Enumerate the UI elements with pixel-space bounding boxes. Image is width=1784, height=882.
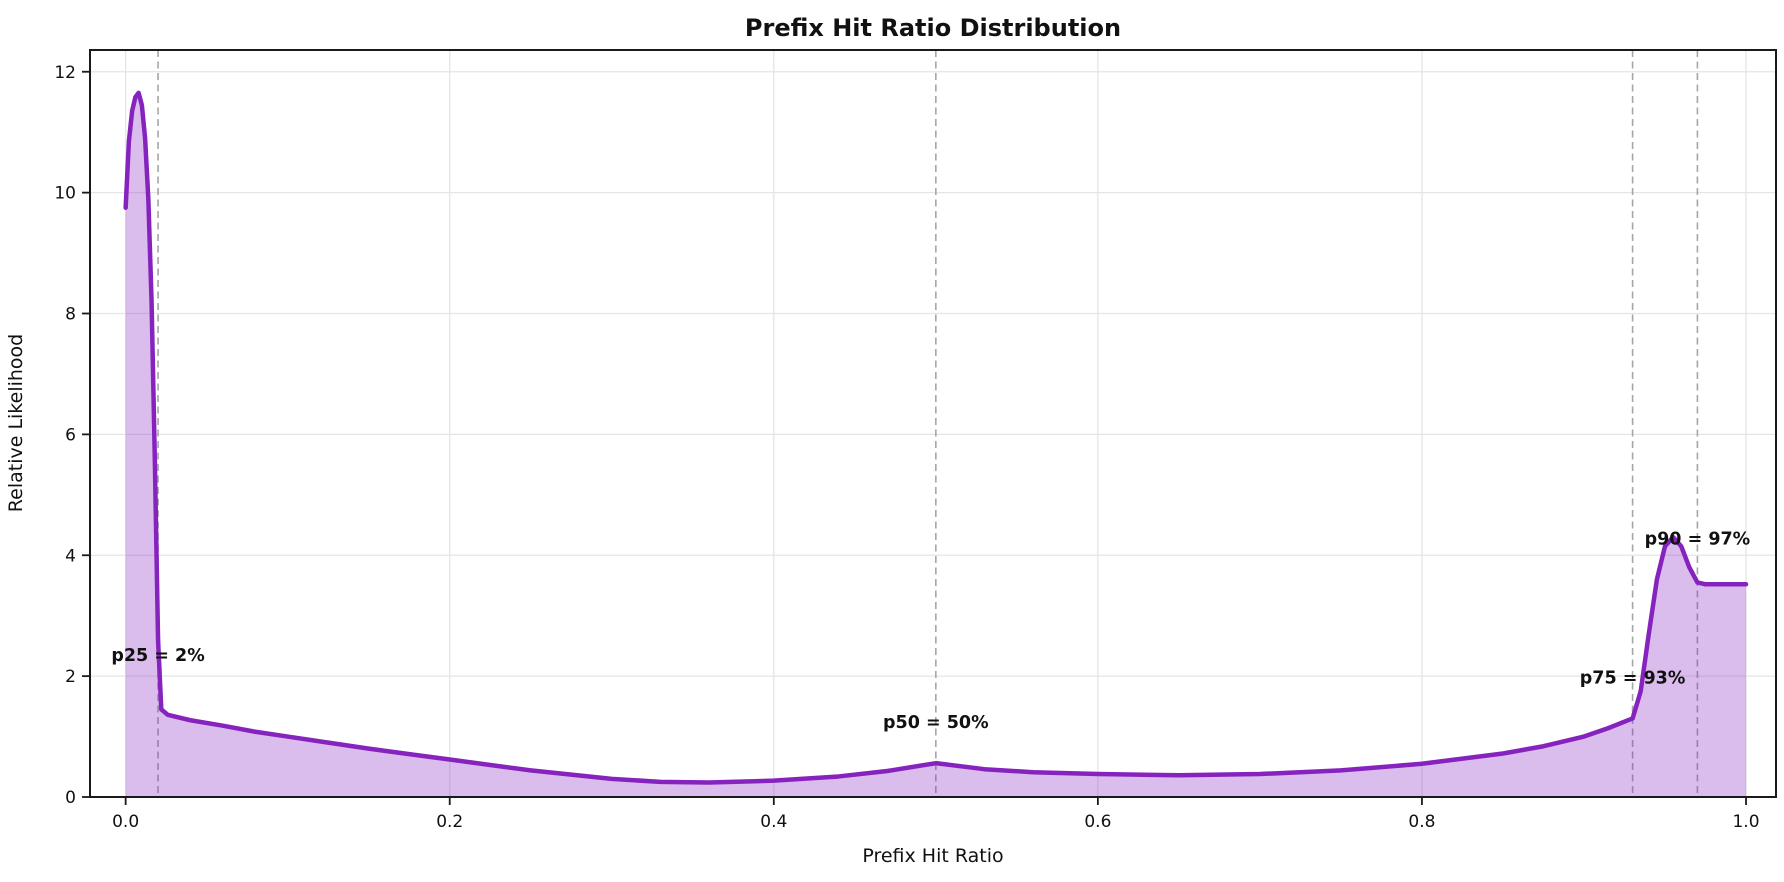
y-tick-label: 4 xyxy=(65,546,76,566)
tick-labels: 0.0 0.2 0.4 0.6 0.8 1.0 0 2 4 6 8 10 12 xyxy=(54,63,1759,832)
x-tick-label: 0.8 xyxy=(1408,812,1435,832)
x-tick-label: 0.0 xyxy=(112,812,139,832)
annotation-p75: p75 = 93% xyxy=(1580,668,1686,688)
y-tick-label: 12 xyxy=(54,63,76,83)
annotation-p90: p90 = 97% xyxy=(1645,529,1751,549)
chart-title: Prefix Hit Ratio Distribution xyxy=(745,14,1121,42)
y-tick-label: 2 xyxy=(65,667,76,687)
percentile-annotations: p25 = 2% p50 = 50% p75 = 93% p90 = 97% xyxy=(111,529,1750,733)
annotation-p25: p25 = 2% xyxy=(111,646,204,666)
percentile-dashed-lines xyxy=(157,50,1699,797)
y-tick-label: 10 xyxy=(54,184,76,204)
plot-border xyxy=(89,49,1777,798)
x-tick-label: 1.0 xyxy=(1732,812,1759,832)
x-tick-label: 0.2 xyxy=(436,812,463,832)
x-tick-label: 0.4 xyxy=(760,812,787,832)
density-area xyxy=(123,90,1749,797)
annotation-p50: p50 = 50% xyxy=(883,713,989,733)
x-tick-label: 0.6 xyxy=(1084,812,1111,832)
axis-ticks xyxy=(82,70,1747,805)
y-tick-label: 8 xyxy=(65,305,76,325)
y-tick-label: 0 xyxy=(65,788,76,808)
x-axis-label: Prefix Hit Ratio xyxy=(862,845,1003,867)
y-tick-label: 6 xyxy=(65,425,76,445)
gridlines xyxy=(90,50,1776,798)
plot-frame xyxy=(89,49,1777,798)
density-curve xyxy=(123,90,1749,785)
y-axis-label: Relative Likelihood xyxy=(5,334,27,512)
